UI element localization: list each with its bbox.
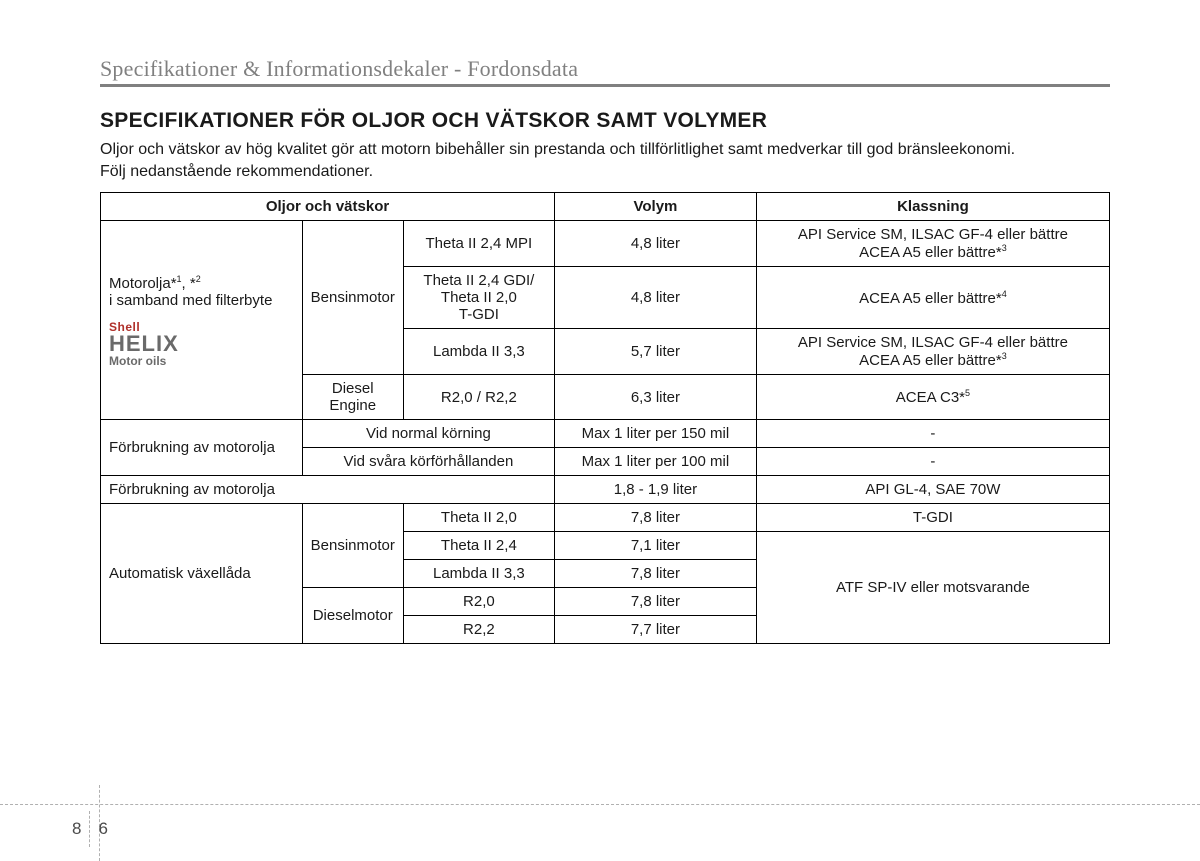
page-number: 8 6 xyxy=(72,811,108,847)
class-cell: - xyxy=(756,420,1109,448)
table-row: Förbrukning av motorolja Vid normal körn… xyxy=(101,420,1110,448)
engine-cell: Theta II 2,4 MPI xyxy=(403,221,554,267)
volume-cell: 7,8 liter xyxy=(555,588,757,616)
volume-cell: 7,8 liter xyxy=(555,504,757,532)
petrol-label: Bensinmotor xyxy=(302,504,403,588)
engine-cell: Theta II 2,4 GDI/ Theta II 2,0 T-GDI xyxy=(403,267,554,329)
volume-cell: 4,8 liter xyxy=(555,267,757,329)
consumption-label: Förbrukning av motorolja xyxy=(101,420,303,476)
engine-cell: R2,2 xyxy=(403,616,554,644)
engine-cell: R2,0 xyxy=(403,588,554,616)
class-cell: - xyxy=(756,448,1109,476)
consumption2-label: Förbrukning av motorolja xyxy=(101,476,555,504)
volume-cell: 7,7 liter xyxy=(555,616,757,644)
table-header-row: Oljor och vätskor Volym Klassning xyxy=(101,193,1110,221)
engine-cell: Theta II 2,0 xyxy=(403,504,554,532)
engine-cell: R2,0 / R2,2 xyxy=(403,375,554,420)
class-cell: ACEA A5 eller bättre*4 xyxy=(756,267,1109,329)
volume-cell: 4,8 liter xyxy=(555,221,757,267)
col-class: Klassning xyxy=(756,193,1109,221)
breadcrumb: Specifikationer & Informationsdekaler - … xyxy=(100,56,1110,82)
volume-cell: 7,8 liter xyxy=(555,560,757,588)
col-fluids: Oljor och vätskor xyxy=(101,193,555,221)
motor-oil-label-cell: Motorolja*1, *2 i samband med filterbyte… xyxy=(101,221,303,420)
page-footer: 8 6 xyxy=(0,804,1200,805)
class-cell: ACEA C3*5 xyxy=(756,375,1109,420)
table-row: Automatisk växellåda Bensinmotor Theta I… xyxy=(101,504,1110,532)
volume-cell: 7,1 liter xyxy=(555,532,757,560)
section-heading: SPECIFIKATIONER FÖR OLJOR OCH VÄTSKOR SA… xyxy=(100,109,1110,133)
table-row: Förbrukning av motorolja 1,8 - 1,9 liter… xyxy=(101,476,1110,504)
diesel-label: Dieselmotor xyxy=(302,588,403,644)
condition-cell: Vid svåra körförhållanden xyxy=(302,448,554,476)
petrol-label: Bensinmotor xyxy=(302,221,403,375)
col-volume: Volym xyxy=(555,193,757,221)
class-cell-merged: ATF SP-IV eller motsvarande xyxy=(756,532,1109,644)
class-cell: API Service SM, ILSAC GF-4 eller bättre … xyxy=(756,329,1109,375)
class-cell: API Service SM, ILSAC GF-4 eller bättre … xyxy=(756,221,1109,267)
volume-cell: 6,3 liter xyxy=(555,375,757,420)
condition-cell: Vid normal körning xyxy=(302,420,554,448)
volume-cell: 5,7 liter xyxy=(555,329,757,375)
volume-cell: 1,8 - 1,9 liter xyxy=(555,476,757,504)
auto-trans-label: Automatisk växellåda xyxy=(101,504,303,644)
engine-cell: Lambda II 3,3 xyxy=(403,560,554,588)
volume-cell: Max 1 liter per 100 mil xyxy=(555,448,757,476)
table-row: Motorolja*1, *2 i samband med filterbyte… xyxy=(101,221,1110,267)
spec-table: Oljor och vätskor Volym Klassning Motoro… xyxy=(100,192,1110,644)
engine-cell: Lambda II 3,3 xyxy=(403,329,554,375)
class-cell: API GL-4, SAE 70W xyxy=(756,476,1109,504)
shell-helix-logo: Shell HELIX Motor oils xyxy=(109,321,296,367)
volume-cell: Max 1 liter per 150 mil xyxy=(555,420,757,448)
engine-cell: Theta II 2,4 xyxy=(403,532,554,560)
diesel-label: Diesel Engine xyxy=(302,375,403,420)
class-cell: T-GDI xyxy=(756,504,1109,532)
intro-text: Oljor och vätskor av hög kvalitet gör at… xyxy=(100,139,1110,182)
